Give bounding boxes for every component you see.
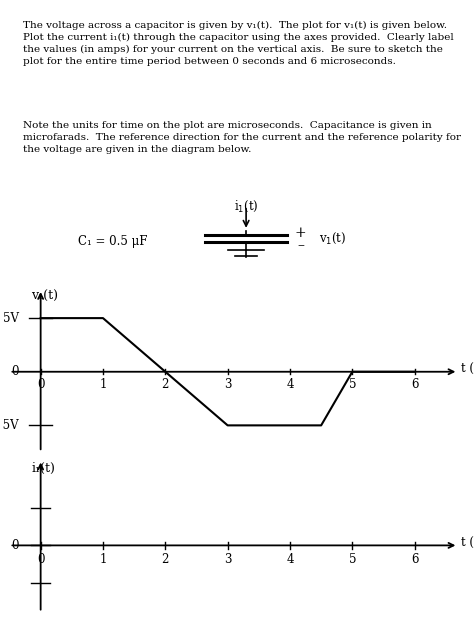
Text: C₁ = 0.5 μF: C₁ = 0.5 μF — [78, 235, 147, 248]
Text: 3: 3 — [224, 378, 231, 391]
Text: v₁(t): v₁(t) — [31, 290, 58, 303]
Text: 5: 5 — [348, 378, 356, 391]
Text: 2: 2 — [162, 378, 169, 391]
Text: 0: 0 — [37, 378, 45, 391]
Text: 3: 3 — [224, 553, 231, 566]
Text: t (μs): t (μs) — [461, 362, 474, 375]
Text: Note the units for time on the plot are microseconds.  Capacitance is given in
m: Note the units for time on the plot are … — [23, 121, 461, 154]
Text: i$_1$(t): i$_1$(t) — [234, 199, 258, 214]
Text: +: + — [295, 226, 307, 241]
Text: 4: 4 — [286, 553, 294, 566]
Text: 1: 1 — [99, 553, 107, 566]
Text: 6: 6 — [411, 553, 419, 566]
Text: 0: 0 — [11, 539, 19, 552]
Text: 1: 1 — [99, 378, 107, 391]
Text: 6: 6 — [411, 378, 419, 391]
Text: i₁(t): i₁(t) — [31, 461, 55, 474]
Text: 2: 2 — [162, 553, 169, 566]
Text: 5: 5 — [348, 553, 356, 566]
Text: v$_1$(t): v$_1$(t) — [319, 231, 346, 246]
Text: 0: 0 — [11, 365, 19, 378]
Text: –: – — [297, 238, 304, 252]
Text: 4: 4 — [286, 378, 294, 391]
Text: t (μs): t (μs) — [461, 536, 474, 549]
Text: The voltage across a capacitor is given by v₁(t).  The plot for v₁(t) is given b: The voltage across a capacitor is given … — [23, 21, 454, 66]
Text: – 5V: – 5V — [0, 419, 19, 432]
Text: 5V: 5V — [3, 312, 19, 324]
Text: 0: 0 — [37, 553, 45, 566]
